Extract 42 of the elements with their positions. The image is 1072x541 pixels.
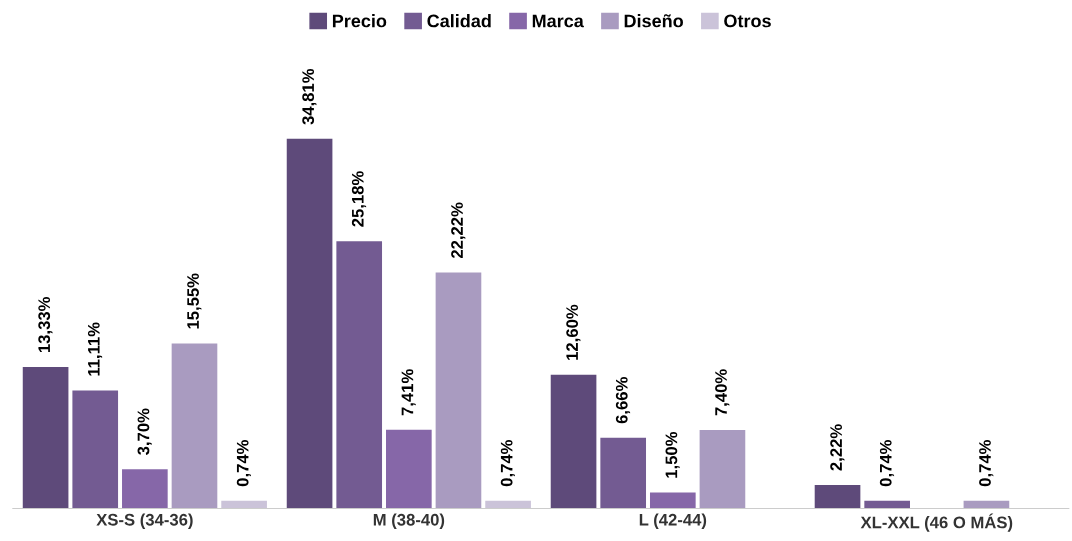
- x-tick-label: M (38-40): [373, 513, 445, 529]
- bar: [814, 484, 861, 509]
- data-label: 11,11%: [87, 322, 103, 376]
- data-label: 25,18%: [351, 171, 367, 227]
- x-tick-label: XS-S (34-36): [96, 513, 193, 529]
- x-tick-label: L (42-44): [639, 513, 707, 529]
- bar: [600, 437, 647, 509]
- data-label: 0,74%: [500, 439, 515, 487]
- bar: [171, 343, 218, 509]
- data-label: 7,41%: [401, 369, 416, 416]
- x-tick-label: XL-XXL (46 O MÁS): [860, 513, 1013, 532]
- bar: [22, 366, 69, 509]
- bar: [122, 469, 168, 509]
- data-label: 0,74%: [879, 439, 895, 487]
- data-label: 0,74%: [979, 439, 994, 487]
- data-label: 2,22%: [830, 424, 845, 471]
- data-label: 7,40%: [715, 369, 730, 416]
- data-label: 22,22%: [451, 202, 466, 259]
- bar: [221, 500, 267, 509]
- data-label: 13,33%: [38, 297, 53, 353]
- legend-label: Marca: [532, 14, 584, 28]
- data-label: 0,74%: [236, 439, 251, 487]
- bar: [336, 241, 383, 509]
- data-label: 12,60%: [566, 304, 581, 360]
- data-label: 1,50%: [665, 431, 680, 478]
- bar: [550, 374, 597, 509]
- bar: [485, 500, 531, 509]
- bar: [699, 429, 746, 509]
- bar: [864, 500, 910, 509]
- legend-label: Precio: [332, 14, 387, 28]
- data-label: 6,66%: [615, 377, 631, 424]
- bar: [286, 138, 333, 509]
- legend-label: Calidad: [427, 14, 491, 28]
- legend-label: Diseño: [624, 14, 683, 28]
- data-label: 3,70%: [137, 408, 152, 455]
- data-label: 15,55%: [187, 273, 202, 329]
- bar: [72, 390, 119, 509]
- bar: [386, 429, 432, 509]
- legend-label: Otros: [724, 14, 771, 28]
- data-label: 34,81%: [302, 68, 317, 125]
- bar: [435, 272, 482, 509]
- bar: [649, 492, 696, 509]
